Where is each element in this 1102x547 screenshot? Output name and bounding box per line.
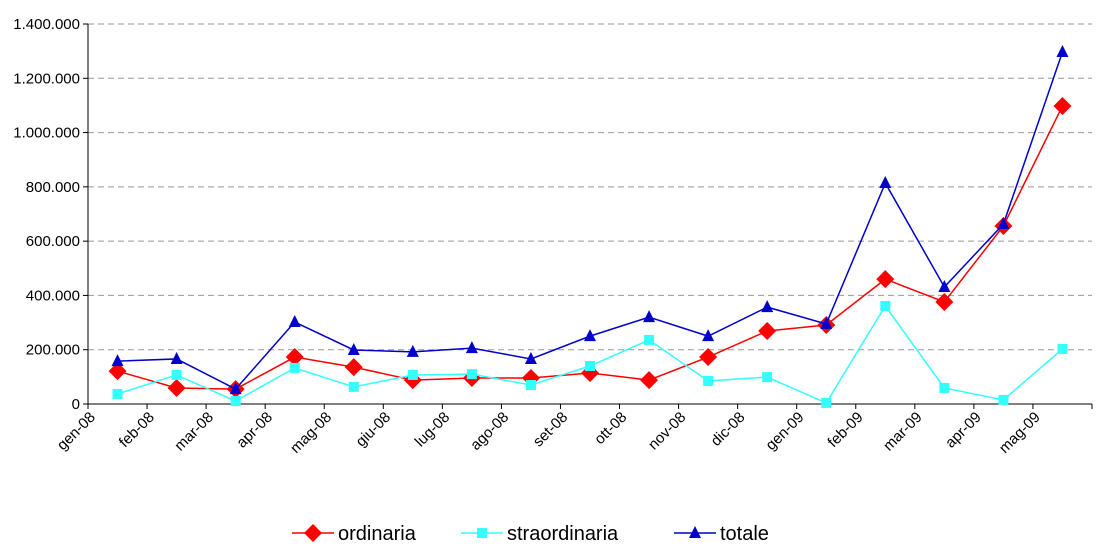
- x-tick-label: dic-08: [708, 409, 749, 450]
- marker: [230, 396, 241, 407]
- x-tick-label: mar-08: [171, 409, 217, 455]
- marker: [702, 329, 715, 342]
- y-tick-label: 0: [72, 396, 80, 413]
- marker: [288, 315, 301, 328]
- marker: [108, 362, 127, 381]
- marker: [699, 348, 718, 367]
- marker: [585, 361, 595, 371]
- x-tick-label: ott-08: [591, 409, 630, 448]
- legend-label: ordinaria: [338, 523, 417, 545]
- marker: [939, 382, 950, 393]
- marker: [879, 176, 892, 189]
- y-tick-label: 1.000.000: [13, 125, 80, 142]
- marker: [407, 369, 418, 380]
- marker: [703, 375, 714, 386]
- x-tick-label: gen-08: [54, 409, 99, 454]
- marker: [821, 397, 832, 408]
- marker: [112, 388, 123, 399]
- marker: [466, 369, 477, 380]
- marker: [935, 292, 954, 311]
- legend-marker: [477, 528, 487, 538]
- series-line: [117, 105, 1064, 390]
- marker: [762, 372, 773, 383]
- x-tick-label: mag-09: [996, 409, 1044, 457]
- marker: [997, 217, 1010, 230]
- x-tick-label: apr-08: [233, 409, 276, 452]
- marker: [820, 316, 833, 329]
- marker: [640, 371, 659, 390]
- marker: [643, 310, 656, 323]
- marker: [170, 351, 183, 364]
- marker: [465, 341, 478, 354]
- marker: [758, 321, 777, 340]
- marker: [880, 301, 891, 312]
- x-tick-label: set-08: [530, 409, 572, 451]
- x-tick-label: mag-08: [287, 409, 335, 457]
- legend-marker: [304, 524, 322, 542]
- y-tick-label: 400.000: [26, 287, 80, 304]
- marker: [171, 369, 182, 380]
- x-tick-label: lug-08: [412, 409, 454, 451]
- marker: [289, 362, 300, 373]
- marker: [406, 344, 419, 357]
- marker: [525, 380, 536, 390]
- x-tick-label: nov-08: [645, 409, 689, 453]
- marker: [761, 300, 774, 313]
- marker: [876, 270, 895, 289]
- x-tick-label: ago-08: [467, 409, 512, 454]
- marker: [1056, 44, 1069, 57]
- marker: [1057, 343, 1068, 354]
- marker: [584, 329, 596, 342]
- marker: [998, 394, 1009, 405]
- marker: [347, 342, 360, 355]
- y-tick-label: 200.000: [26, 342, 80, 359]
- x-tick-label: feb-09: [824, 409, 866, 451]
- marker: [285, 348, 304, 367]
- legend-label: totale: [720, 523, 769, 545]
- x-tick-label: giu-08: [353, 409, 395, 451]
- marker: [344, 358, 363, 377]
- marker: [111, 354, 124, 367]
- marker: [644, 334, 655, 345]
- y-tick-label: 600.000: [26, 233, 80, 250]
- marker: [348, 381, 359, 392]
- marker: [167, 378, 186, 397]
- x-tick-label: apr-09: [942, 409, 985, 452]
- marker: [1053, 96, 1072, 115]
- legend-marker: [689, 526, 701, 538]
- marker: [524, 351, 537, 364]
- y-tick-label: 1.400.000: [13, 16, 80, 33]
- marker: [229, 382, 242, 395]
- x-tick-label: gen-09: [762, 409, 807, 454]
- y-tick-label: 1.200.000: [13, 70, 80, 87]
- y-tick-label: 800.000: [26, 179, 80, 196]
- series-line: [117, 304, 1063, 404]
- x-tick-label: feb-08: [116, 409, 158, 451]
- marker: [938, 280, 951, 293]
- x-tick-label: mar-09: [880, 409, 926, 455]
- legend-label: straordinaria: [507, 523, 619, 545]
